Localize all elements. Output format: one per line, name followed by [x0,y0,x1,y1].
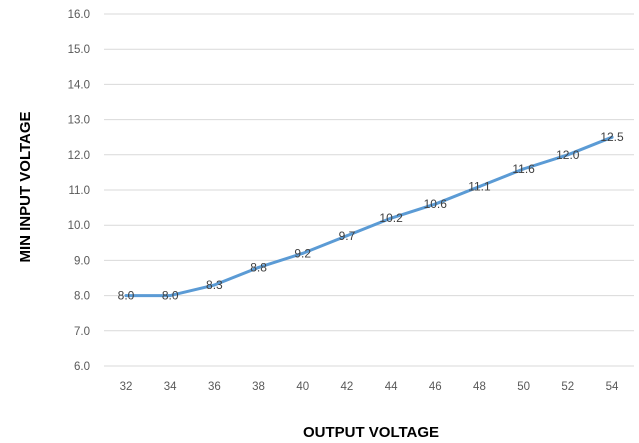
data-label: 12.5 [600,130,624,144]
data-label: 8.3 [206,278,223,292]
data-point [610,135,614,139]
gridlines [104,13,634,367]
y-tick-label: 14.0 [68,79,90,91]
x-tick-label: 42 [341,381,354,393]
x-axis-title: OUTPUT VOLTAGE [303,424,439,438]
x-tick-label: 38 [252,381,265,393]
x-tick-label: 48 [473,381,486,393]
data-label: 8.0 [162,289,179,303]
data-label: 8.0 [118,289,135,303]
y-tick-label: 6.0 [74,361,90,373]
data-point [433,202,437,206]
y-axis-ticks: 6.0 7.0 8.0 9.0 10.0 11.0 12.0 13.0 14.0 15.0 16.0 [68,9,90,373]
data-point [124,294,128,298]
data-point [522,167,526,171]
data-label: 12.0 [556,148,580,162]
data-label: 9.7 [339,229,356,243]
data-labels: 8.0 8.0 8.3 8.8 9.2 9.7 10.2 10.6 11.1 11.6 12.0 12… [118,130,624,302]
y-axis-title: MIN INPUT VOLTAGE [17,111,34,262]
data-label: 8.8 [250,260,267,274]
y-tick-label: 13.0 [68,115,90,127]
data-point [566,153,570,157]
series-line-0 [124,135,614,298]
data-label: 11.6 [512,162,535,176]
data-point [212,283,216,287]
data-label: 11.1 [468,179,491,193]
data-point [477,184,481,188]
data-point [301,251,305,255]
series-layer [124,135,614,298]
data-label: 10.2 [379,211,403,225]
data-point [168,294,172,298]
data-label: 9.2 [294,246,311,260]
x-tick-label: 36 [208,381,221,393]
x-tick-label: 32 [120,381,133,393]
y-tick-label: 7.0 [74,326,90,338]
x-tick-label: 34 [164,381,177,393]
x-tick-label: 40 [296,381,309,393]
data-point [389,216,393,220]
y-tick-label: 16.0 [68,9,90,21]
y-tick-label: 10.0 [68,220,90,232]
y-tick-label: 8.0 [74,291,90,303]
y-tick-label: 15.0 [68,44,90,56]
x-axis-ticks: 32 34 36 38 40 42 44 46 48 50 52 54 [120,381,619,393]
data-label: 10.6 [424,197,448,211]
data-point [345,234,349,238]
x-tick-label: 52 [561,381,574,393]
x-tick-label: 44 [385,381,398,393]
y-tick-label: 12.0 [68,150,90,162]
y-tick-label: 11.0 [68,185,90,197]
x-tick-label: 50 [517,381,530,393]
x-tick-label: 46 [429,381,442,393]
y-tick-label: 9.0 [74,255,90,267]
x-tick-label: 54 [606,381,619,393]
data-point [257,265,261,269]
